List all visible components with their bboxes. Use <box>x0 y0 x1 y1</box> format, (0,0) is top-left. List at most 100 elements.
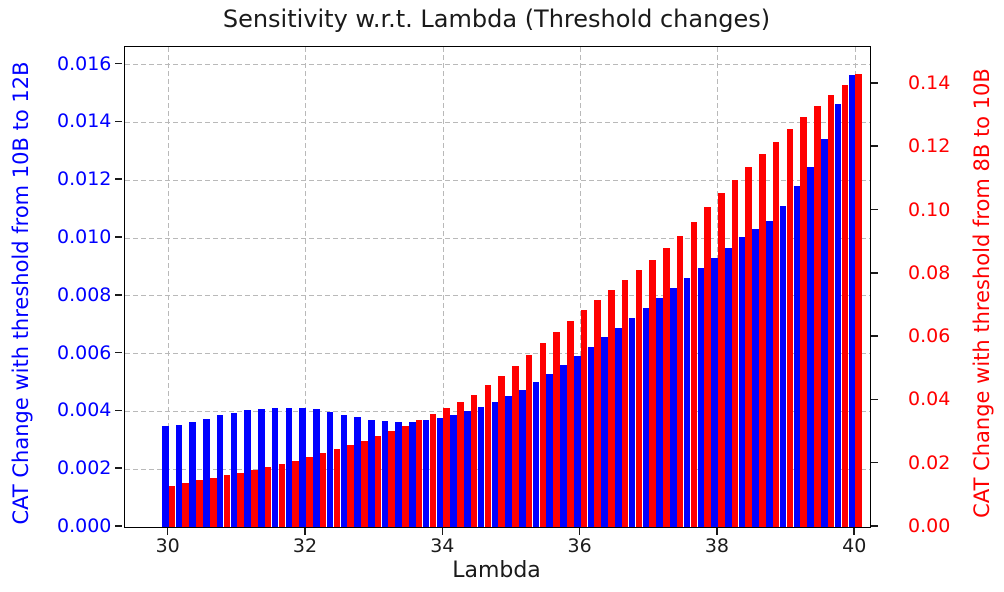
blue-bar <box>285 407 293 527</box>
blue-bar <box>752 229 759 527</box>
red-bar <box>566 321 574 527</box>
red-bar <box>415 420 423 527</box>
left-tick-mark <box>115 294 123 296</box>
red-bar <box>663 248 670 527</box>
red-bar <box>484 385 492 527</box>
x-tick-mark <box>166 527 169 535</box>
x-tick-label: 38 <box>704 535 730 557</box>
blue-bar <box>560 365 567 527</box>
blue-bar <box>258 408 265 527</box>
x-tick-label: 34 <box>430 535 455 557</box>
red-bar <box>608 289 615 527</box>
blue-bar <box>725 247 732 527</box>
red-bar <box>704 207 711 527</box>
blue-bar <box>299 408 306 527</box>
red-bar <box>361 440 368 527</box>
red-bar <box>814 106 821 527</box>
x-tick-label: 30 <box>155 535 180 557</box>
red-bar <box>745 167 753 527</box>
chart-title: Sensitivity w.r.t. Lambda (Threshold cha… <box>222 5 771 33</box>
x-tick-label: 36 <box>567 535 592 557</box>
right-tick-label: 0.00 <box>908 515 951 537</box>
blue-bar <box>230 412 238 527</box>
right-tick-label: 0.04 <box>908 388 951 411</box>
right-tick-mark <box>870 208 878 211</box>
x-tick-label: 32 <box>292 535 318 557</box>
red-bar <box>470 394 478 527</box>
red-bar <box>841 84 849 527</box>
red-bar <box>512 365 519 527</box>
gridline-vertical <box>442 47 444 527</box>
blue-bar <box>450 414 457 527</box>
red-bar <box>402 425 409 527</box>
blue-bar <box>573 356 581 527</box>
red-bar <box>223 475 231 527</box>
red-bar <box>676 235 684 527</box>
right-tick-mark <box>870 272 878 274</box>
blue-bar <box>670 288 677 527</box>
x-axis-label: Lambda <box>452 558 541 583</box>
red-bar <box>800 117 807 527</box>
red-bar <box>580 309 588 527</box>
red-bar <box>718 193 725 527</box>
gridline-horizontal <box>125 237 870 239</box>
right-tick-mark <box>870 461 878 464</box>
right-tick-mark <box>870 82 878 84</box>
blue-bar <box>532 382 540 527</box>
blue-bar <box>381 421 389 527</box>
blue-bar <box>409 421 416 527</box>
red-bar <box>429 414 437 527</box>
blue-bar <box>656 298 663 527</box>
left-tick-label: 0.010 <box>57 226 112 248</box>
blue-bar <box>519 389 526 527</box>
red-bar <box>237 472 244 527</box>
red-bar <box>649 259 656 527</box>
right-tick-mark <box>870 525 878 527</box>
red-bar <box>196 480 203 527</box>
right-tick-mark <box>870 398 878 401</box>
x-tick-mark <box>716 527 718 535</box>
blue-bar <box>175 424 183 527</box>
right-tick-label: 0.14 <box>908 71 951 94</box>
red-bar <box>347 445 354 527</box>
blue-bar <box>367 419 375 527</box>
blue-bar <box>766 221 773 527</box>
left-tick-mark <box>115 178 123 180</box>
blue-bar <box>216 415 224 527</box>
x-tick-mark <box>578 527 581 535</box>
gridline-vertical <box>717 47 719 527</box>
gridline-horizontal <box>125 179 870 181</box>
blue-bar <box>354 417 361 527</box>
red-bar <box>827 95 835 527</box>
gridline-vertical <box>305 47 307 527</box>
blue-bar <box>326 411 334 527</box>
red-bar <box>759 154 766 527</box>
red-bar <box>594 299 601 527</box>
blue-bar <box>244 410 251 527</box>
red-bar <box>457 401 464 527</box>
blue-bar <box>546 374 554 527</box>
blue-bar <box>587 346 595 527</box>
red-bar <box>621 279 629 527</box>
blue-bar <box>711 257 718 527</box>
red-bar <box>786 129 794 527</box>
red-bar <box>553 332 560 527</box>
red-bar <box>306 457 313 527</box>
left-tick-mark <box>115 62 123 65</box>
blue-bar <box>340 414 348 527</box>
blue-bar <box>628 317 636 527</box>
gridline-horizontal <box>125 64 870 66</box>
left-tick-label: 0.016 <box>57 52 112 75</box>
right-tick-mark <box>870 335 878 337</box>
blue-bar <box>615 327 622 527</box>
blue-bar <box>834 104 842 527</box>
blue-bar <box>464 411 471 527</box>
red-bar <box>498 375 505 527</box>
blue-bar <box>738 237 746 527</box>
blue-bar <box>505 396 512 527</box>
red-bar <box>525 354 533 527</box>
blue-bar <box>203 418 210 527</box>
plot-area <box>124 46 871 528</box>
right-tick-label: 0.12 <box>908 135 951 158</box>
red-bar <box>168 486 176 527</box>
